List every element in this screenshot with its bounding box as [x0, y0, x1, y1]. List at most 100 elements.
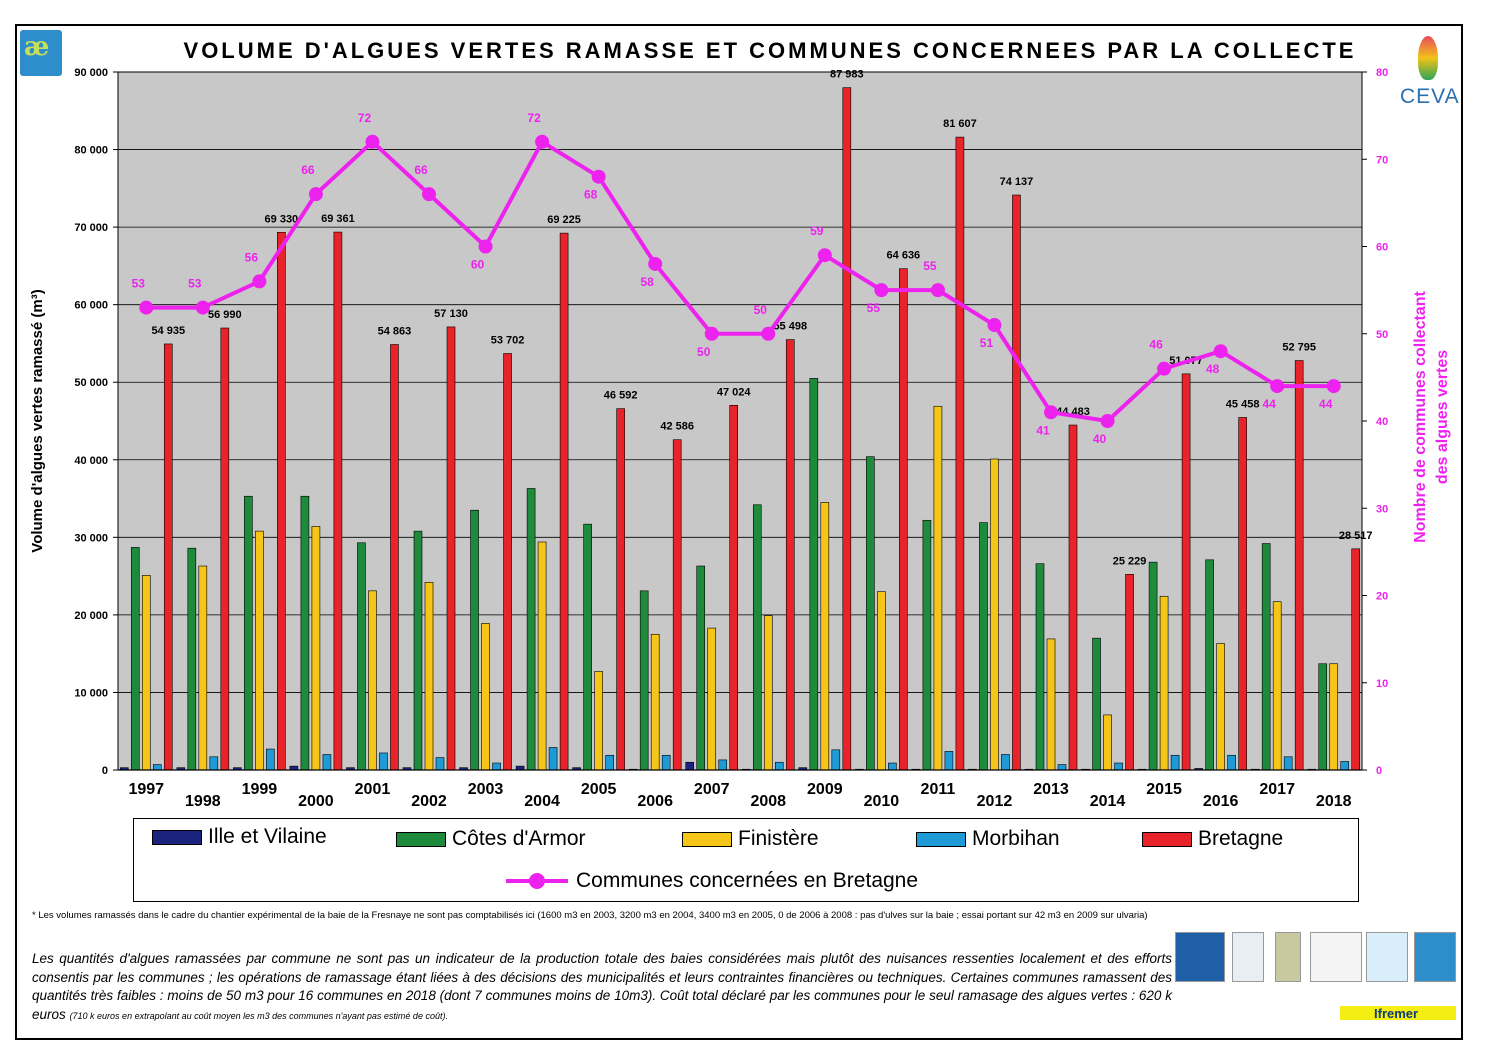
communes-value-label: 50	[697, 345, 711, 359]
communes-point	[704, 326, 719, 341]
bar-bretagne	[729, 405, 739, 771]
communes-point	[930, 283, 945, 298]
bretagne-value-label: 45 458	[1226, 398, 1260, 410]
bretagne-value-label: 52 795	[1282, 342, 1316, 354]
x-tick-label: 2003	[468, 781, 504, 798]
bar-morbihan	[1170, 754, 1180, 771]
bretagne-value-label: 57 130	[434, 308, 468, 320]
y-tick-label: 90 000	[74, 67, 108, 79]
communes-value-label: 41	[1036, 423, 1050, 437]
bar-morbihan	[605, 754, 614, 771]
x-tick-label: 2015	[1146, 781, 1182, 798]
bar-morbihan	[831, 749, 841, 771]
communes-point	[365, 134, 380, 149]
bar-bretagne	[559, 232, 569, 771]
legend-swatch-bretagne	[1142, 831, 1192, 847]
x-tick-label: 1997	[128, 781, 164, 798]
chart-title: VOLUME D'ALGUES VERTES RAMASSE ET COMMUN…	[183, 38, 1357, 63]
communes-point	[648, 256, 663, 271]
communes-value-label: 72	[358, 111, 372, 125]
explanatory-paragraph: Les quantités d'algues ramassées par com…	[32, 950, 1172, 1025]
y2-tick-label: 60	[1376, 242, 1388, 254]
x-tick-label: 2000	[298, 793, 334, 810]
communes-point	[195, 300, 210, 315]
bretagne-value-label: 47 024	[717, 386, 752, 398]
bar-finistere	[311, 526, 321, 771]
communes-point	[535, 134, 550, 149]
legend-item-bretagne: Bretagne	[1142, 827, 1283, 851]
bar-finistere	[933, 405, 943, 771]
communes-value-label: 53	[188, 277, 202, 291]
y-axis-label: Volume d'algues vertes ramassé (m³)	[29, 289, 46, 552]
bretagne-value-label: 69 225	[547, 214, 581, 226]
morbihan-logo	[1366, 932, 1408, 982]
bar-morbihan	[718, 759, 728, 771]
bar-cotes	[130, 547, 140, 771]
bar-cotes	[809, 378, 819, 771]
communes-point	[308, 187, 323, 202]
bar-bretagne	[277, 232, 286, 771]
bar-finistere	[1272, 601, 1282, 771]
bar-finistere	[1103, 714, 1112, 771]
bar-finistere	[1159, 595, 1169, 771]
bar-cotes	[244, 495, 253, 771]
y2-axis-label-line1: Nombre de communes collectant	[1412, 291, 1429, 543]
bar-bretagne	[785, 339, 795, 771]
bretagne-value-label: 69 330	[265, 213, 299, 225]
bretagne-value-label: 74 137	[1000, 176, 1034, 188]
x-tick-label: 2001	[355, 781, 391, 798]
bar-bretagne	[1351, 548, 1361, 771]
x-tick-label: 2009	[807, 781, 843, 798]
communes-value-label: 40	[1093, 432, 1107, 446]
communes-value-label: 66	[414, 163, 428, 177]
paragraph-small: (710 k euros en extrapolant au coût moye…	[69, 1010, 448, 1021]
y2-tick-label: 80	[1376, 67, 1388, 79]
communes-value-label: 53	[132, 277, 146, 291]
y-tick-label: 80 000	[74, 145, 108, 157]
communes-value-label: 58	[641, 275, 655, 289]
communes-point	[252, 274, 267, 289]
bar-cotes	[300, 495, 310, 771]
bar-finistere	[1216, 643, 1225, 771]
bar-morbihan	[1227, 754, 1236, 771]
bar-bretagne	[842, 87, 852, 771]
bar-morbihan	[548, 747, 558, 771]
bar-cotes	[979, 522, 988, 771]
bretagne-value-label: 25 229	[1113, 555, 1147, 567]
bar-finistere	[763, 615, 773, 771]
bar-morbihan	[1114, 762, 1123, 771]
x-tick-label: 2007	[694, 781, 730, 798]
bar-cotes	[1261, 543, 1271, 771]
communes-value-label: 68	[584, 188, 598, 202]
x-tick-label: 2014	[1090, 793, 1126, 810]
bar-cotes	[696, 565, 706, 771]
bar-cotes	[866, 456, 875, 771]
communes-point	[1100, 414, 1115, 428]
bar-morbihan	[322, 754, 332, 771]
y2-tick-label: 70	[1376, 154, 1388, 166]
bar-finistere	[255, 530, 264, 771]
bar-bretagne	[616, 408, 625, 771]
agency-logo: æ	[20, 30, 62, 76]
bar-morbihan	[1001, 754, 1010, 771]
bar-bretagne	[899, 268, 908, 771]
legend-label-cotes: Côtes d'Armor	[452, 827, 586, 850]
communes-point	[422, 187, 436, 202]
communes-point	[987, 318, 1002, 333]
bar-cotes	[922, 519, 932, 771]
bretagne-value-label: 54 863	[378, 326, 412, 338]
bar-cotes	[1318, 663, 1328, 771]
bar-bretagne	[955, 136, 965, 771]
communes-point	[1044, 405, 1058, 420]
bretagne-value-label: 53 702	[491, 335, 525, 347]
legend-swatch-ille	[152, 829, 202, 845]
ifremer-logo: Ifremer	[1340, 1006, 1456, 1021]
bar-cotes	[639, 590, 649, 771]
bar-ille	[685, 761, 695, 771]
legend-item-finistere: Finistère	[682, 827, 819, 851]
bar-bretagne	[1068, 424, 1078, 771]
bar-morbihan	[435, 757, 445, 771]
bar-bretagne	[503, 353, 512, 771]
bretagne-value-label: 69 361	[321, 213, 355, 225]
